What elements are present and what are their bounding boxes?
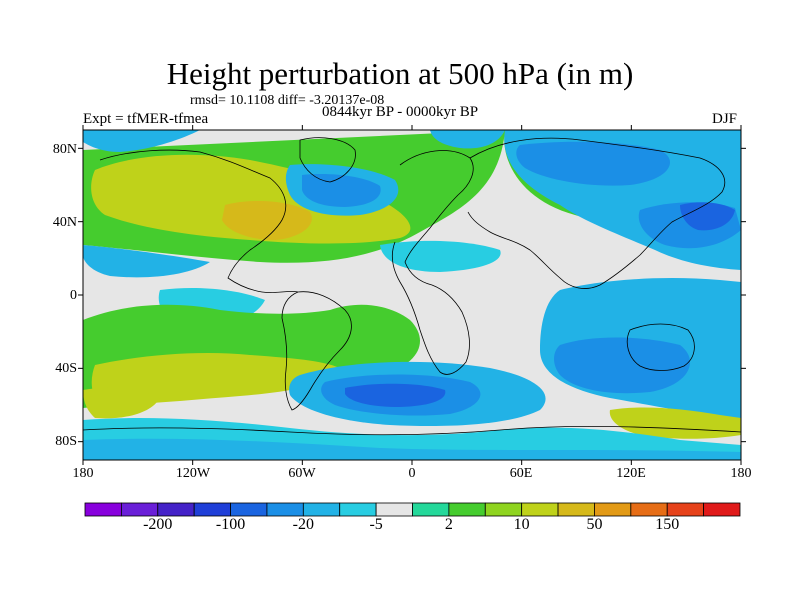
lat-label-40n: 40N	[52, 215, 77, 230]
arctic-blue	[83, 130, 505, 152]
colorbar-label: -100	[215, 516, 246, 533]
colorbar-label: -200	[143, 516, 173, 533]
pacific-deep-core	[680, 202, 735, 231]
lat-label-80n: 80N	[52, 142, 77, 157]
experiment-label: Expt = tfMER-tfmea	[83, 111, 209, 127]
west-pacific-yellow	[83, 387, 160, 419]
colorbar-box	[375, 502, 413, 517]
coastlines	[83, 137, 741, 436]
lon-label-60e: 60E	[509, 466, 533, 481]
europe-africa-coast	[391, 150, 474, 375]
colorbar-label: 150	[655, 516, 680, 533]
antarctica-coast	[83, 425, 741, 436]
lat-label-80s: 80S	[55, 434, 77, 449]
colorbar-box	[666, 502, 705, 517]
colorbar-label: 2	[444, 516, 453, 533]
north-atlantic-low-core	[302, 174, 381, 207]
axis-ticks	[78, 125, 746, 465]
lon-label-120e: 120E	[616, 466, 646, 481]
plot-title: Height perturbation at 500 hPa (in m)	[166, 56, 634, 91]
lon-label-180w: 180	[72, 466, 94, 481]
colorbar-box	[521, 502, 559, 517]
australia-coast	[626, 323, 695, 371]
colorbar-label: -5	[369, 516, 383, 533]
south-america-coast	[281, 291, 352, 411]
lon-label-180e: 180	[730, 466, 752, 481]
colorbar-box	[266, 502, 304, 517]
lat-label-0: 0	[70, 288, 77, 303]
colorbar-label: 10	[513, 516, 530, 533]
colorbar-box	[448, 502, 486, 517]
lon-label-0: 0	[408, 466, 416, 481]
colorbar-box	[193, 502, 231, 517]
lat-label-40s: 40S	[55, 361, 77, 376]
colorbar-label: 50	[586, 516, 603, 533]
siberian-low-core	[516, 141, 670, 186]
colorbar-box	[630, 502, 668, 517]
colorbar-box	[339, 502, 377, 517]
north-america-coast	[99, 149, 299, 293]
colorbar-box	[120, 502, 159, 517]
colorbar-box	[84, 502, 122, 517]
indian-ocean-blue	[554, 337, 690, 394]
colorbar-boxes	[84, 502, 741, 517]
asia-coast	[467, 137, 726, 289]
colorbar-box	[157, 502, 195, 517]
colorbar-box	[302, 502, 341, 517]
lon-label-120w: 120W	[175, 466, 211, 481]
south-yellow-east	[609, 407, 741, 439]
south-pacific-yellow	[91, 353, 340, 405]
lon-label-60w: 60W	[288, 466, 316, 481]
colorbar-box	[557, 502, 595, 517]
antarctic-blue	[83, 438, 741, 460]
contour-fill	[83, 130, 741, 460]
southern-ocean-deep	[345, 383, 446, 407]
atlantic-cyan-band	[380, 240, 501, 272]
colorbar-box	[230, 502, 268, 517]
rmsd-diff-stats: rmsd= 10.1108 diff= -3.20137e-08	[190, 93, 385, 108]
nh-orange-core	[222, 200, 312, 240]
colorbar-label: -20	[292, 516, 314, 533]
east-pacific-blue	[83, 245, 210, 278]
colorbar-box	[594, 502, 632, 517]
nh-yellow-band	[91, 154, 411, 244]
colorbar-box	[703, 502, 741, 517]
colorbar-box	[412, 502, 450, 517]
season-label: DJF	[712, 111, 738, 127]
greenland-coast	[299, 137, 356, 183]
period-label: 0844kyr BP - 0000kyr BP	[322, 104, 479, 120]
colorbar-box	[484, 502, 523, 517]
